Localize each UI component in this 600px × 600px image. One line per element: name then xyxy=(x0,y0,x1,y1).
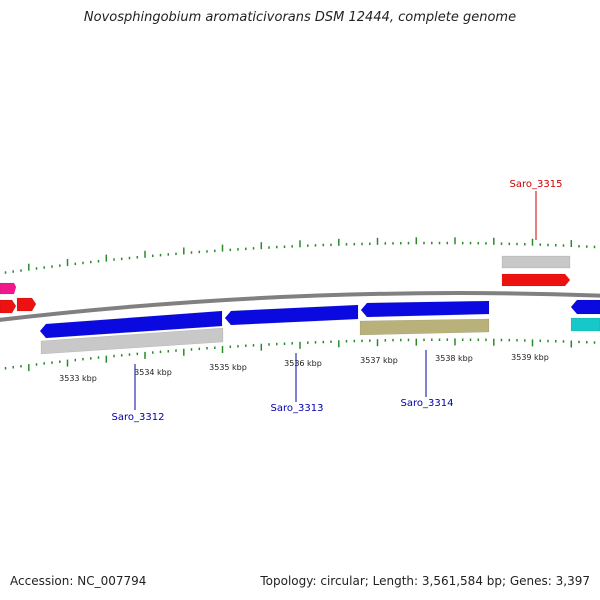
gene-label-saro-3312[interactable]: Saro_3312 xyxy=(112,412,165,423)
gene-feature-cyan-right[interactable] xyxy=(570,317,600,332)
gene-feature-red-left-1[interactable] xyxy=(0,299,17,314)
scale-label-3535: 3535 kbp xyxy=(209,363,247,372)
gene-feature-khaki-saro-3314[interactable] xyxy=(359,318,490,336)
gene-feature-blue-saro-3314[interactable] xyxy=(360,300,490,318)
scale-label-3537: 3537 kbp xyxy=(360,356,398,365)
inner-tick-ring xyxy=(4,338,596,372)
gene-feature-blue-saro-3313[interactable] xyxy=(224,304,359,326)
gene-feature-blue-saro-3312[interactable] xyxy=(39,310,223,339)
outer-tick-ring xyxy=(4,237,596,274)
gene-feature-red-left-2[interactable] xyxy=(16,297,37,312)
gene-label-saro-3314[interactable]: Saro_3314 xyxy=(401,398,454,409)
gene-feature-grey-saro-3315[interactable] xyxy=(501,255,571,269)
accession-text: Accession: NC_007794 xyxy=(10,574,147,588)
scale-label-3536: 3536 kbp xyxy=(284,359,322,368)
gene-feature-blue-right[interactable] xyxy=(570,299,600,315)
genome-backbone xyxy=(0,291,600,322)
genome-stats-text: Topology: circular; Length: 3,561,584 bp… xyxy=(260,574,590,588)
gene-feature-pink[interactable] xyxy=(0,282,17,295)
gene-label-saro-3313[interactable]: Saro_3313 xyxy=(271,403,324,414)
scale-label-3533: 3533 kbp xyxy=(59,374,97,383)
scale-label-3539: 3539 kbp xyxy=(511,353,549,362)
gene-feature-grey-saro-3312[interactable] xyxy=(40,327,224,355)
page-title: Novosphingobium aromaticivorans DSM 1244… xyxy=(83,10,517,25)
scale-label-3534: 3534 kbp xyxy=(134,368,172,377)
gene-feature-red-saro-3315[interactable] xyxy=(501,273,571,287)
scale-label-3538: 3538 kbp xyxy=(435,354,473,363)
gene-label-saro-3315[interactable]: Saro_3315 xyxy=(510,179,563,190)
